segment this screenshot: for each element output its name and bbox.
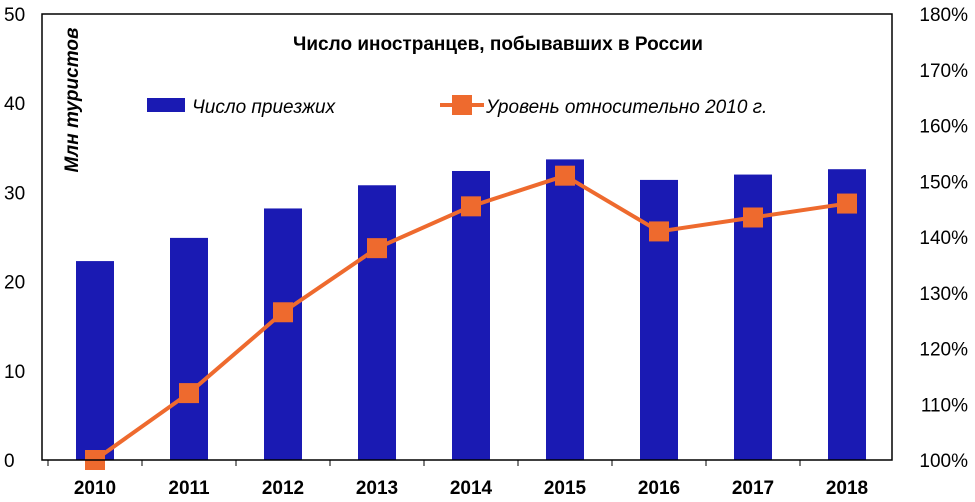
y-tick-label: 0 (4, 451, 15, 472)
x-tick-label: 2017 (732, 478, 774, 499)
legend-line-label: Уровень относительно 2010 г. (485, 97, 767, 118)
y2-axis-ticks: 100% 110% 120% 130% 140% 150% 160% 170% 180% (919, 5, 968, 472)
y-tick-label: 10 (4, 362, 25, 383)
x-tick-label: 2016 (638, 478, 680, 499)
x-tick-label: 2015 (544, 478, 587, 499)
line-marker (367, 238, 387, 259)
line-marker (461, 196, 481, 217)
y-axis-ticks: 0 10 20 30 40 50 (4, 5, 25, 472)
x-tick-label: 2014 (450, 478, 493, 499)
plot-area-frame (41, 13, 893, 461)
y2-tick-label: 100% (919, 451, 968, 472)
bar (264, 208, 302, 460)
y-tick-label: 50 (4, 5, 25, 26)
legend-line-marker (452, 95, 472, 115)
bar (358, 185, 396, 460)
y2-tick-label: 150% (919, 172, 968, 193)
y-axis-title: Млн туристов (62, 28, 83, 173)
legend: Число приезжих Уровень относительно 2010… (147, 95, 767, 118)
line-marker (649, 221, 669, 242)
line-series (85, 165, 857, 470)
y-tick-label: 20 (4, 273, 25, 294)
legend-bar-label: Число приезжих (192, 97, 337, 118)
y2-tick-label: 160% (919, 117, 968, 138)
y2-tick-label: 120% (919, 340, 968, 361)
line-marker (555, 165, 575, 186)
bar (76, 261, 114, 460)
chart-title: Число иностранцев, побывавших в России (293, 34, 703, 55)
y2-tick-label: 140% (919, 228, 968, 249)
line-marker (743, 207, 763, 228)
y2-tick-label: 170% (919, 61, 968, 82)
line-marker (273, 302, 293, 323)
bar (170, 237, 208, 460)
y-tick-label: 30 (4, 183, 25, 204)
y2-tick-label: 130% (919, 284, 968, 305)
x-tick-label: 2018 (826, 478, 868, 499)
y2-tick-label: 110% (921, 395, 968, 416)
x-tick-label: 2013 (356, 478, 398, 499)
bar-series (76, 159, 866, 461)
bar (546, 159, 584, 460)
x-axis-ticks: 2010 2011 2012 2013 2014 2015 2016 2017 2018 (47, 460, 868, 499)
x-tick-label: 2012 (262, 478, 304, 499)
bar (452, 170, 490, 460)
x-tick-label: 2010 (74, 478, 116, 499)
line-marker (179, 383, 199, 404)
x-tick-label: 2011 (168, 478, 210, 499)
y-tick-label: 40 (4, 94, 25, 115)
y2-tick-label: 180% (919, 5, 968, 26)
line-marker (837, 193, 857, 214)
legend-bar-swatch (147, 98, 185, 112)
bar (828, 169, 866, 460)
